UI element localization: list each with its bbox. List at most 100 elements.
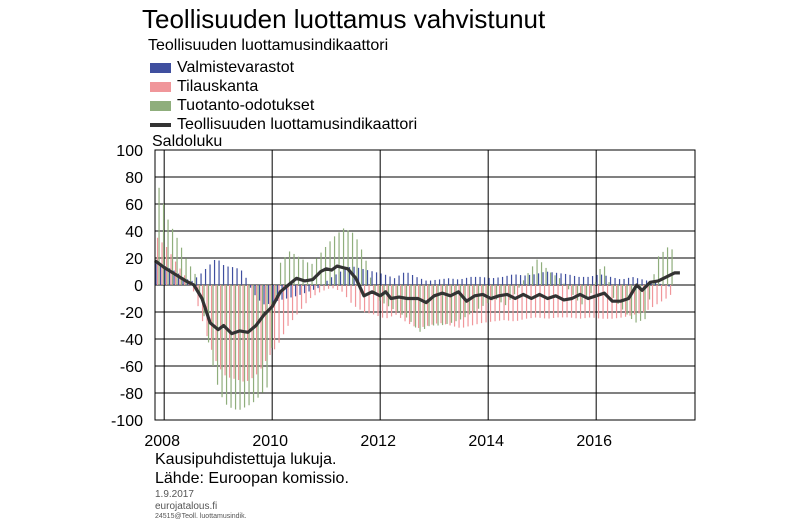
chart-title: Teollisuuden luottamus vahvistunut [142,4,546,34]
bar-valmistevarastot-16 [227,266,229,285]
bar-tilauskanta-31 [296,285,298,315]
bar-tilauskanta-53 [395,285,397,315]
bar-tuotanto-odotukset-19 [243,285,246,408]
bar-tuotanto-odotukset-101 [612,285,615,298]
bar-tilauskanta-56 [408,285,411,325]
bar-tuotanto-odotukset-100 [608,282,610,285]
bar-tuotanto-odotukset-21 [252,285,255,403]
bar-valmistevarastot-27 [276,285,279,301]
bar-tuotanto-odotukset-17 [234,285,237,410]
bar-tilauskanta-59 [422,285,424,327]
legend-label-valmistevarastot: Valmistevarastot [177,58,295,76]
bar-valmistevarastot-69 [465,277,468,285]
bar-tuotanto-odotukset-32 [302,259,304,285]
y-tick-label--100: -100 [111,413,143,430]
bar-tuotanto-odotukset-23 [261,285,264,393]
bar-tilauskanta-37 [323,285,325,291]
bar-valmistevarastot-68 [461,278,463,285]
bar-tilauskanta-74 [489,285,492,322]
bar-tilauskanta-69 [467,285,469,327]
bar-valmistevarastot-61 [429,280,432,285]
legend-swatch-valmistevarastot [150,62,171,73]
bar-valmistevarastot-88 [551,272,553,285]
bar-valmistevarastot-66 [452,278,454,285]
bar-valmistevarastot-43 [348,267,351,285]
bar-tuotanto-odotukset-38 [329,241,331,285]
bar-valmistevarastot-51 [384,274,387,285]
x-tick-label-2016: 2016 [576,433,612,450]
bar-valmistevarastot-86 [542,272,544,285]
y-tick-label-80: 80 [125,170,143,187]
bar-tuotanto-odotukset-89 [558,278,561,285]
axis-layer: -100 -80 -60 -40 -20 0 20 40 60 80 100 2008 2010 2012… [111,143,696,450]
bar-tilauskanta-63 [440,285,442,324]
bar-tilauskanta-13 [215,285,217,362]
bar-tuotanto-odotukset-42 [347,230,349,285]
bar-valmistevarastot-52 [389,276,391,285]
bar-tuotanto-odotukset-106 [635,285,637,323]
bar-tuotanto-odotukset-18 [239,285,241,410]
bar-valmistevarastot-103 [618,279,621,285]
bar-valmistevarastot-108 [641,279,643,285]
bar-tuotanto-odotukset-92 [572,285,574,295]
bar-valmistevarastot-78 [506,275,508,285]
bar-tilauskanta-107 [638,285,640,314]
bar-tuotanto-odotukset-47 [369,277,372,285]
bar-valmistevarastot-17 [231,267,234,285]
bar-tuotanto-odotukset-103 [621,285,624,310]
bar-valmistevarastot-19 [240,270,243,285]
bar-valmistevarastot-2 [164,266,166,285]
bar-tilauskanta-86 [543,285,546,319]
bar-valmistevarastot-81 [519,275,522,285]
bar-valmistevarastot-59 [420,278,423,285]
bar-tilauskanta-72 [480,285,483,324]
bar-valmistevarastot-74 [488,277,490,285]
legend-label-tuotanto-odotukset: Tuotanto-odotukset [177,96,315,114]
bar-tuotanto-odotukset-90 [563,283,565,285]
bar-tuotanto-odotukset-63 [441,285,444,326]
bar-valmistevarastot-6 [182,277,184,285]
bar-valmistevarastot-111 [654,282,657,285]
bar-tuotanto-odotukset-73 [486,285,489,304]
bar-tilauskanta-110 [651,285,654,308]
bar-tilauskanta-100 [606,285,609,319]
bar-tilauskanta-62 [435,285,438,324]
bar-tuotanto-odotukset-26 [275,285,277,298]
bar-tuotanto-odotukset-74 [491,285,493,301]
bar-tuotanto-odotukset-102 [617,285,619,304]
bar-tilauskanta-83 [530,285,532,319]
bar-tuotanto-odotukset-60 [428,285,430,327]
bar-tuotanto-odotukset-15 [225,285,228,405]
bar-valmistevarastot-1 [159,264,162,285]
bar-valmistevarastot-3 [168,268,171,285]
bar-tilauskanta-84 [534,285,537,318]
bar-valmistevarastot-18 [236,268,238,285]
y-tick-label--80: -80 [120,386,143,403]
legend-swatch-luottamusindikaattori [150,122,171,127]
bar-tilauskanta-54 [399,285,402,318]
bar-tuotanto-odotukset-34 [311,263,313,285]
bar-valmistevarastot-34 [308,285,310,292]
bar-tuotanto-odotukset-0 [158,187,160,285]
series-line-luottamusindikaattori [154,259,680,336]
bar-tilauskanta-15 [224,285,226,376]
bar-tuotanto-odotukset-25 [270,285,273,348]
bar-tilauskanta-2 [165,247,168,285]
bar-tilauskanta-65 [449,285,451,326]
bar-valmistevarastot-112 [659,283,661,285]
bar-tilauskanta-33 [305,285,307,304]
bar-tuotanto-odotukset-27 [279,262,282,285]
bar-valmistevarastot-55 [402,272,405,285]
bar-valmistevarastot-39 [330,277,333,285]
bar-tuotanto-odotukset-45 [360,249,363,285]
bar-tilauskanta-95 [584,285,586,319]
bar-valmistevarastot-92 [569,274,571,285]
bar-tuotanto-odotukset-6 [185,258,187,285]
bar-valmistevarastot-71 [474,276,477,285]
bar-tilauskanta-23 [260,285,262,369]
bar-tilauskanta-67 [458,285,460,328]
bar-tilauskanta-55 [404,285,406,322]
y-tick-label--60: -60 [120,359,143,376]
bar-tilauskanta-8 [192,285,195,292]
bar-tuotanto-odotukset-93 [576,285,579,301]
